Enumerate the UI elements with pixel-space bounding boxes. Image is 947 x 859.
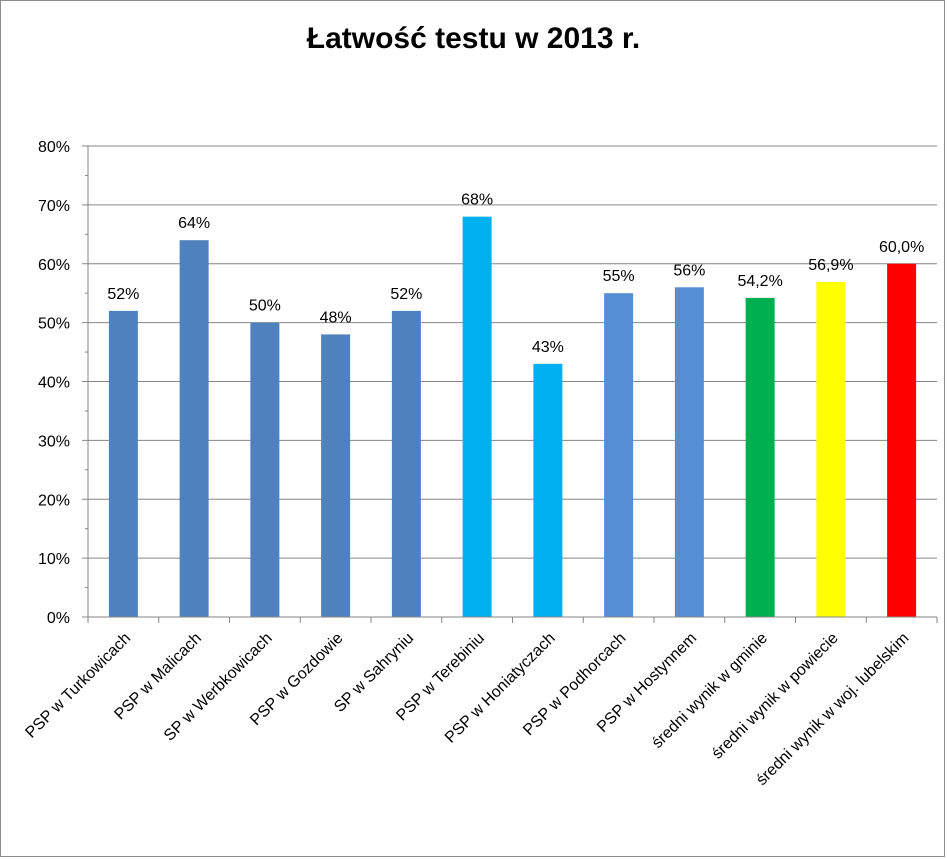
category-label: średni wynik w gminie — [649, 630, 771, 752]
data-label: 55% — [603, 268, 635, 285]
category-label: średni wynik w powiecie — [709, 630, 842, 763]
y-tick-label: 80% — [38, 139, 70, 156]
data-label: 68% — [461, 192, 493, 209]
bar — [533, 363, 563, 617]
data-label: 52% — [107, 286, 139, 303]
data-label: 56,9% — [808, 257, 853, 274]
data-label: 43% — [532, 339, 564, 356]
data-label: 48% — [320, 309, 352, 326]
bar — [250, 322, 280, 617]
bar — [321, 334, 351, 617]
bar — [745, 297, 775, 617]
data-label: 52% — [390, 286, 422, 303]
axes — [82, 145, 938, 623]
bar — [887, 263, 917, 617]
bar — [674, 287, 704, 617]
data-label: 50% — [249, 298, 281, 315]
bar — [604, 293, 634, 617]
y-tick-label: 60% — [38, 257, 70, 274]
y-tick-label: 0% — [47, 610, 70, 627]
category-label: średni wynik w woj. lubelskim — [753, 630, 912, 789]
data-label: 56% — [673, 262, 705, 279]
bar — [108, 310, 138, 617]
bar — [816, 282, 846, 617]
y-tick-label: 40% — [38, 375, 70, 392]
bar — [391, 310, 421, 617]
data-label: 54,2% — [737, 273, 782, 290]
y-axis-ticks: 0% 10% 20% 30% 40% 50% 60% 70% 80% — [38, 139, 70, 627]
y-tick-label: 10% — [38, 551, 70, 568]
bar — [179, 240, 209, 617]
y-tick-label: 20% — [38, 492, 70, 509]
category-label: PSP w Turkowicach — [22, 630, 134, 742]
y-tick-label: 30% — [38, 433, 70, 450]
bar — [462, 216, 492, 617]
gridlines — [88, 145, 937, 559]
data-label: 64% — [178, 215, 210, 232]
y-tick-label: 70% — [38, 198, 70, 215]
y-tick-label: 50% — [38, 316, 70, 333]
data-label: 60,0% — [879, 239, 924, 256]
data-labels: 52% 64% 50% 48% 52% 68% 43% 55% 56% 54,2% 56,9% 60,… — [107, 192, 924, 356]
chart-title: Łatwość testu w 2013 r. — [306, 22, 641, 55]
bars — [108, 216, 917, 617]
